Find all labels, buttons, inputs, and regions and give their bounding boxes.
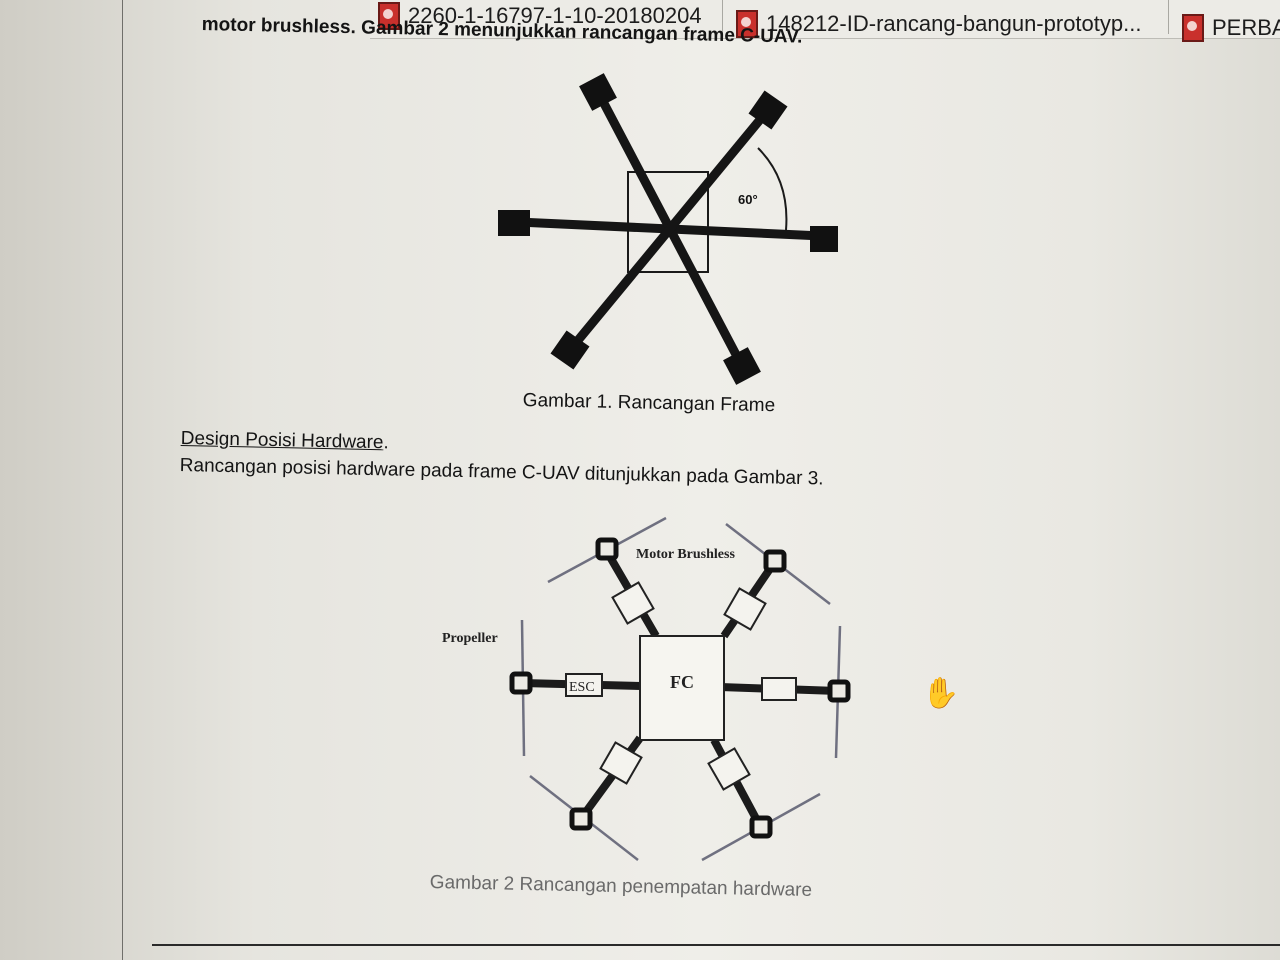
esc-label: ESC	[569, 680, 595, 695]
motor-brushless	[569, 807, 593, 831]
motor-mount	[579, 73, 617, 111]
flight-controller-box	[639, 635, 725, 741]
tab-document-1[interactable]: 2260-1-16797-1-10-20180204	[378, 2, 702, 30]
figure-1-caption: Gambar 1. Rancangan Frame	[522, 390, 776, 417]
motor-brushless	[763, 549, 787, 573]
pdf-icon	[1182, 14, 1204, 42]
tab-bar: 2260-1-16797-1-10-20180204 148212-ID-ran…	[370, 0, 1280, 42]
pdf-icon	[736, 10, 758, 38]
motor-mount	[810, 226, 838, 252]
esc-box	[565, 673, 603, 697]
tab-label: 2260-1-16797-1-10-20180204	[408, 3, 702, 28]
figure-2-caption: Gambar 2 Rancangan penempatan hardware	[429, 872, 813, 902]
motor-brushless	[749, 815, 773, 839]
esc-box	[723, 587, 767, 631]
tab-document-3[interactable]: PERBAI	[1182, 14, 1280, 42]
motor-mount	[723, 347, 761, 385]
esc-box	[611, 581, 655, 625]
figure-1-frame-diagram: 60°	[498, 73, 838, 385]
motor-mount	[550, 330, 590, 370]
frame-arm-diagonal-2	[566, 107, 772, 353]
motor-mount	[748, 90, 788, 130]
esc-box	[761, 677, 797, 701]
tab-label: 148212-ID-rancang-bangun-prototyp...	[766, 11, 1142, 36]
section-heading: Design Posisi Hardware.	[181, 428, 389, 454]
esc-box	[707, 747, 751, 791]
section-body: Rancangan posisi hardware pada frame C-U…	[179, 455, 824, 490]
pdf-icon	[378, 2, 400, 30]
tab-separator	[1168, 0, 1169, 34]
motor-brushless-label: Motor Brushless	[636, 547, 735, 562]
frame-center-square	[627, 171, 709, 273]
figure-2-hardware-diagram: FC ESC Motor Brushless Propeller	[442, 516, 851, 862]
motor-brushless	[509, 671, 533, 695]
tab-label: PERBAI	[1212, 15, 1280, 40]
tab-separator	[722, 0, 723, 34]
motor-mount	[498, 210, 530, 236]
esc-box	[599, 741, 643, 785]
arm-lower-right	[710, 738, 764, 828]
section-heading-suffix: .	[383, 432, 389, 454]
page-margin-line	[122, 0, 123, 960]
section-heading-text: Design Posisi Hardware	[180, 428, 384, 454]
motor-brushless	[595, 537, 619, 561]
hand-cursor-icon: ✋	[922, 677, 960, 710]
angle-label: 60°	[738, 192, 758, 207]
propeller-label: Propeller	[442, 631, 498, 646]
motor-brushless	[827, 679, 851, 703]
tab-document-2[interactable]: 148212-ID-rancang-bangun-prototyp...	[736, 10, 1141, 38]
footer-divider	[152, 944, 1280, 946]
fc-label: FC	[670, 672, 694, 692]
angle-arc	[757, 147, 788, 231]
